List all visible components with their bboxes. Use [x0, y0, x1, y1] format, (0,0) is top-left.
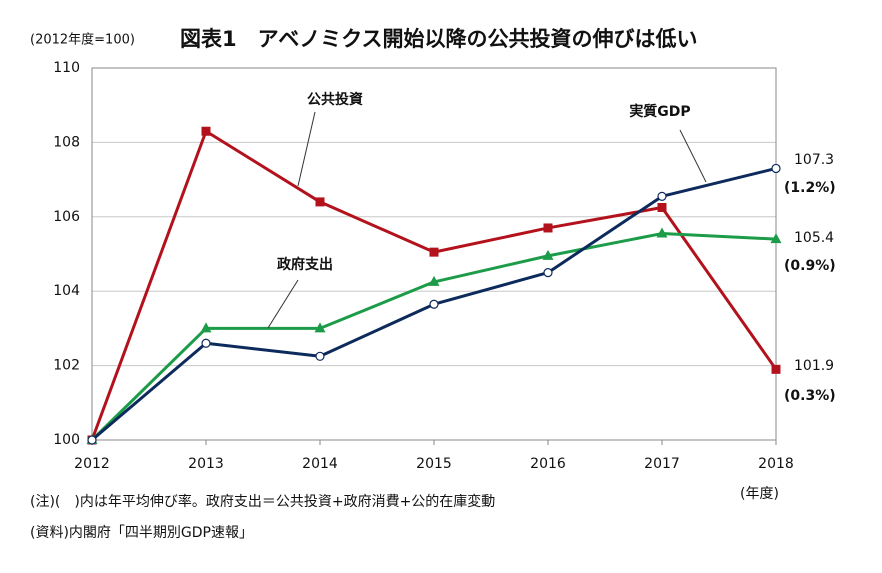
- y-tick-label: 104: [53, 283, 80, 299]
- marker: [315, 351, 325, 361]
- note: (注)( )内は年平均伸び率。政府支出＝公共投資+政府消費+公的在庫変動: [30, 493, 495, 510]
- growth-label: (1.2%): [784, 180, 836, 196]
- marker: [543, 223, 553, 233]
- leader-line: [297, 111, 316, 187]
- x-tick-label: 2016: [530, 456, 566, 472]
- growth-label: (0.9%): [784, 258, 836, 274]
- marker: [771, 364, 781, 374]
- leader-line: [679, 129, 707, 183]
- x-tick-label: 2015: [416, 456, 452, 472]
- marker: [315, 197, 325, 207]
- series-label: 政府支出: [277, 256, 333, 273]
- y-tick-label: 106: [53, 209, 80, 225]
- marker: [770, 233, 782, 244]
- marker: [771, 163, 781, 174]
- x-tick-label: 2014: [302, 456, 338, 472]
- x-tick-label: 2017: [644, 456, 680, 472]
- series-label: 実質GDP: [629, 103, 690, 120]
- chart-title: 図表1 アベノミクス開始以降の公共投資の伸びは低い: [180, 27, 698, 51]
- marker: [542, 249, 554, 260]
- marker: [543, 268, 553, 278]
- chart-subtitle: (2012年度=100): [30, 32, 135, 48]
- series-line: [90, 232, 777, 442]
- y-tick-label: 110: [53, 60, 80, 76]
- value-label: 105.4: [794, 230, 834, 246]
- marker: [428, 275, 440, 286]
- y-tick-label: 100: [53, 432, 80, 448]
- marker: [429, 299, 439, 309]
- marker: [87, 435, 97, 445]
- note: (資料)内閣府「四半期別GDP速報」: [30, 525, 253, 541]
- marker: [657, 191, 667, 201]
- marker: [201, 126, 211, 136]
- x-tick-label: 2013: [188, 456, 224, 472]
- leader-line: [267, 279, 299, 329]
- x-axis-label: (年度): [740, 486, 779, 502]
- marker: [656, 227, 668, 238]
- y-tick-label: 102: [53, 358, 80, 374]
- x-tick-label: 2018: [758, 456, 794, 472]
- x-tick-label: 2012: [74, 456, 110, 472]
- marker: [314, 322, 326, 333]
- y-tick-label: 108: [53, 134, 80, 150]
- marker: [200, 322, 212, 333]
- marker: [429, 247, 439, 257]
- growth-label: (0.3%): [784, 388, 836, 404]
- value-label: 107.3: [794, 152, 834, 168]
- marker: [201, 338, 211, 348]
- value-label: 101.9: [794, 358, 834, 374]
- series-label: 公共投資: [307, 91, 363, 108]
- marker: [657, 203, 667, 212]
